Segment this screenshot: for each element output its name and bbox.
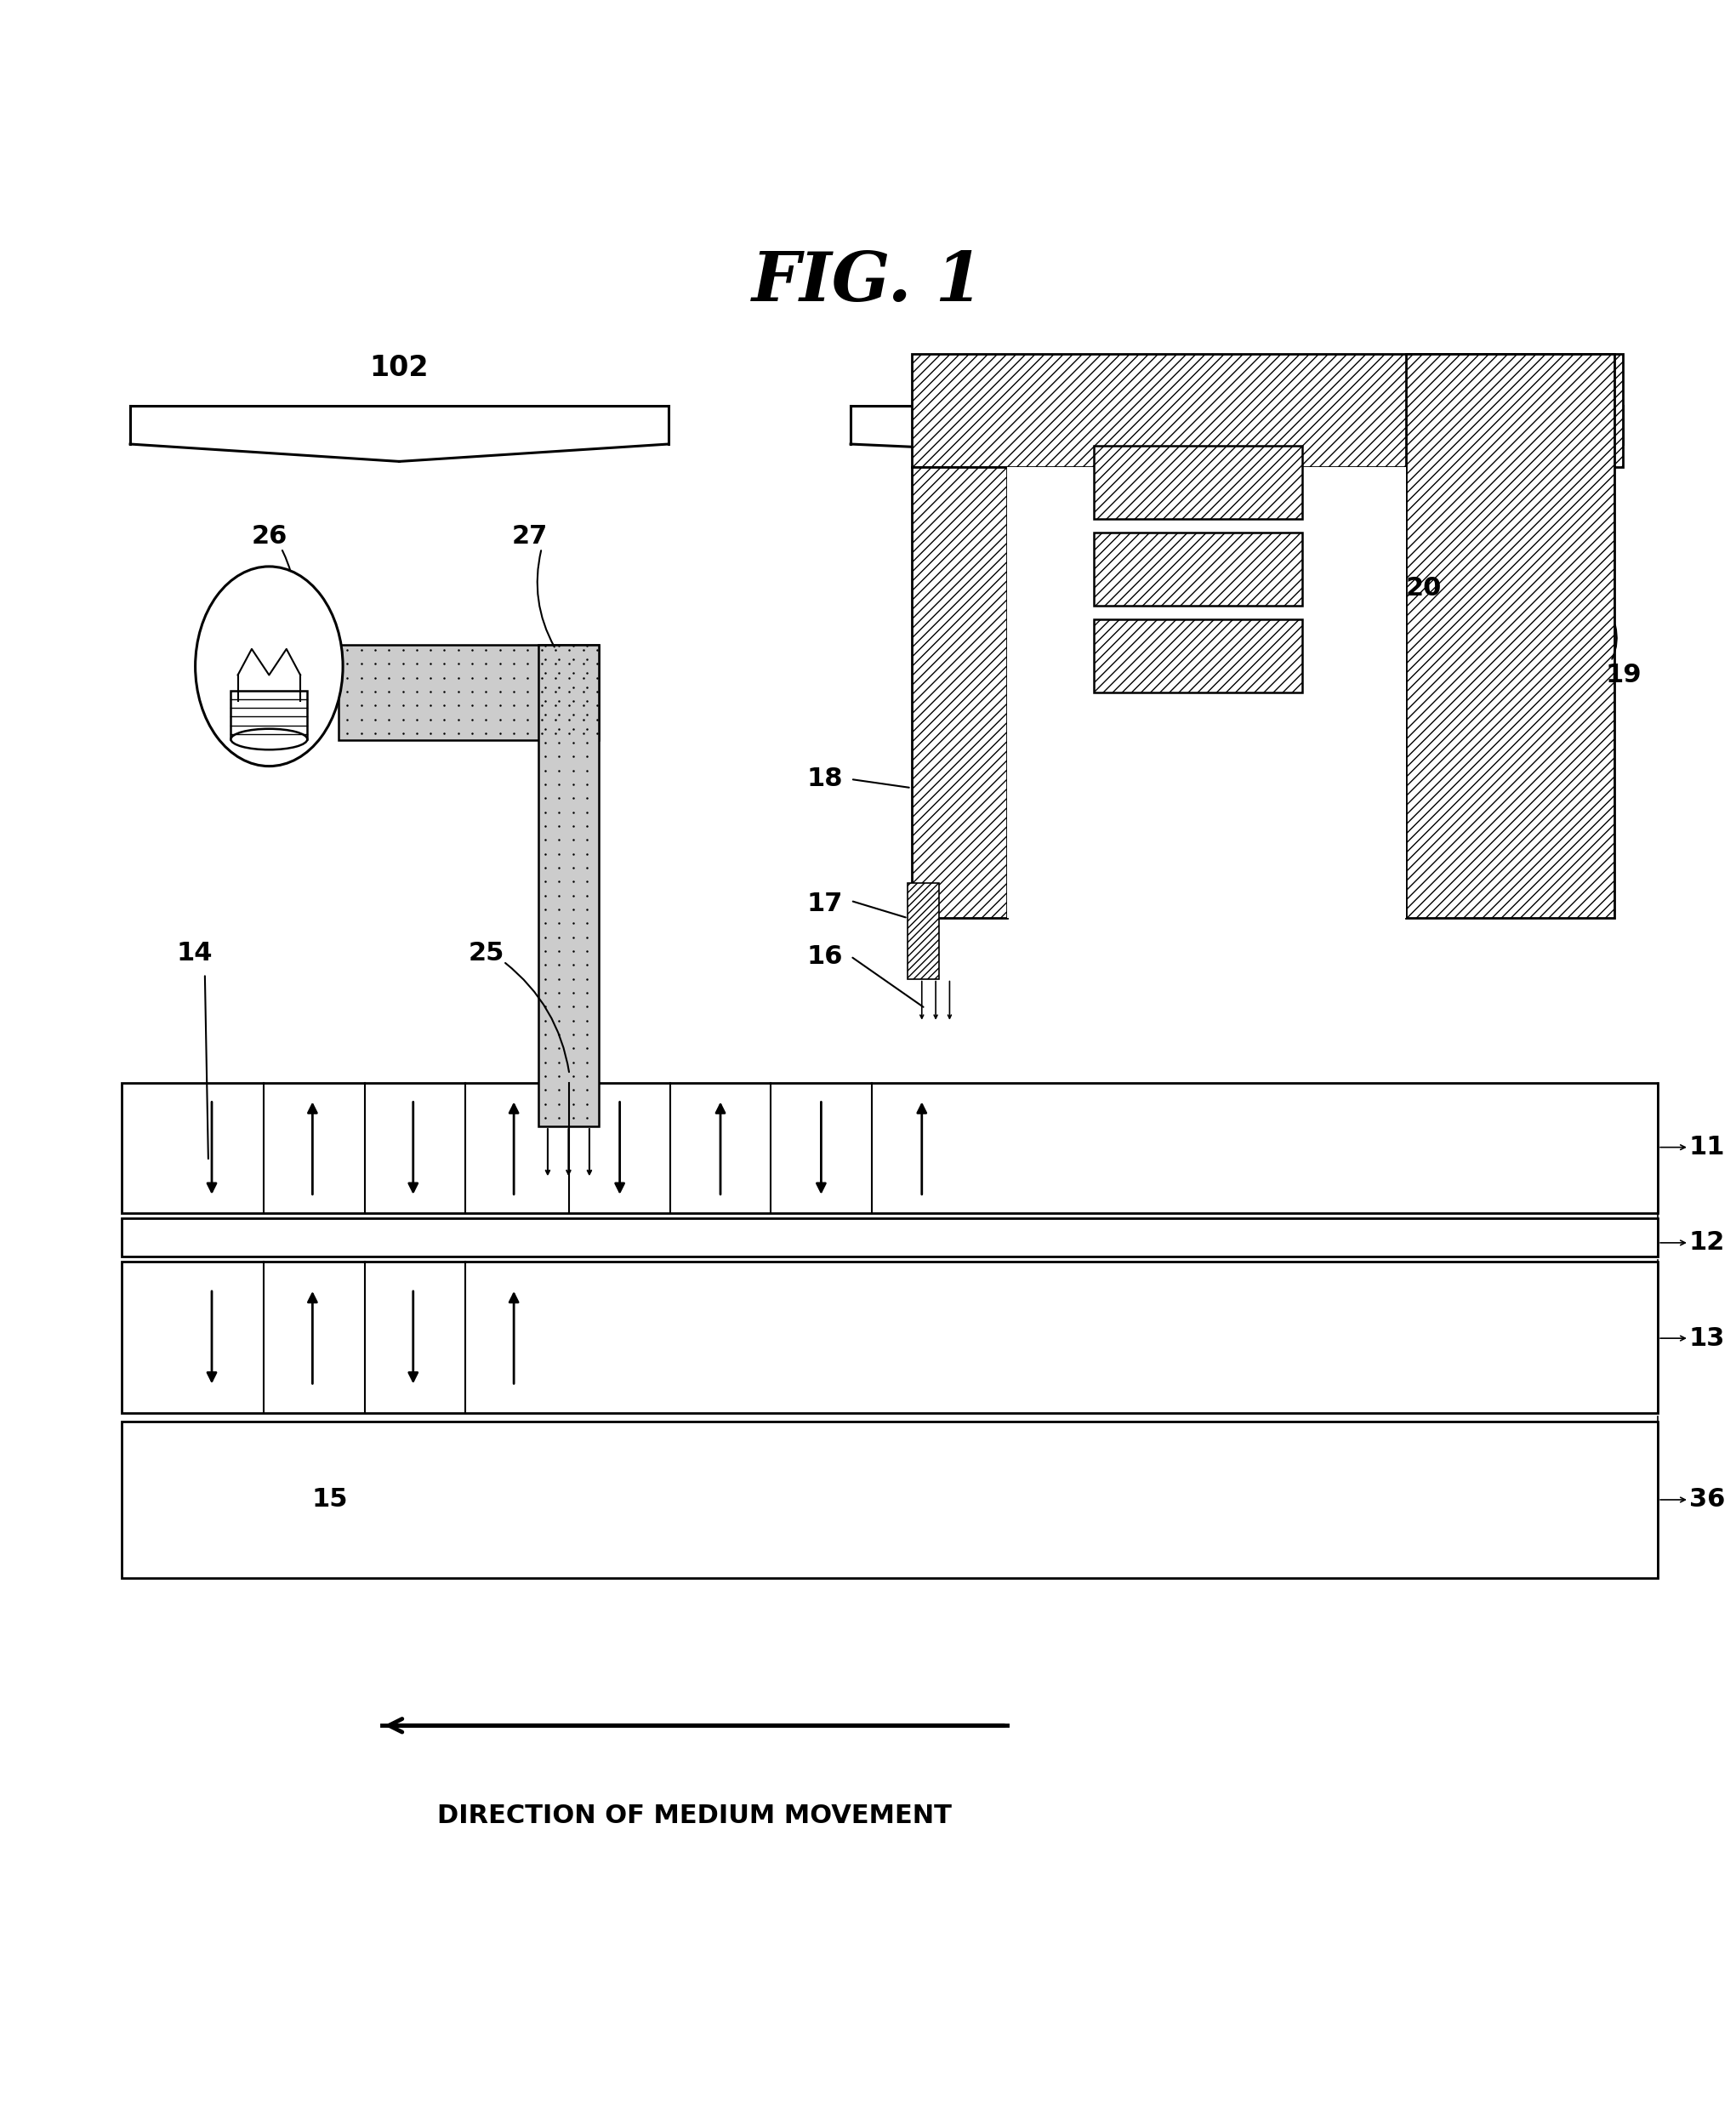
Text: 25: 25 xyxy=(469,941,503,966)
Bar xyxy=(1076,715,1302,789)
Bar xyxy=(1076,793,1302,867)
Bar xyxy=(1094,619,1302,693)
Bar xyxy=(911,353,1623,467)
Text: 36: 36 xyxy=(1689,1488,1726,1512)
Bar xyxy=(1406,353,1614,917)
Text: 14: 14 xyxy=(177,941,212,966)
Bar xyxy=(122,1262,1658,1412)
Bar xyxy=(1007,467,1406,917)
Text: 27: 27 xyxy=(512,524,547,548)
Bar xyxy=(911,467,1007,917)
Text: FIG. 1: FIG. 1 xyxy=(752,249,984,315)
Text: 15: 15 xyxy=(312,1488,347,1512)
Bar xyxy=(1076,636,1302,710)
Bar xyxy=(1094,533,1302,605)
Bar xyxy=(122,1082,1658,1213)
Text: 11: 11 xyxy=(1689,1135,1726,1161)
Bar xyxy=(231,691,307,740)
Text: 20: 20 xyxy=(1406,575,1441,600)
Text: 101: 101 xyxy=(1207,353,1267,383)
Text: DIRECTION OF MEDIUM MOVEMENT: DIRECTION OF MEDIUM MOVEMENT xyxy=(437,1803,951,1829)
Bar xyxy=(339,645,599,740)
Bar xyxy=(538,645,599,1127)
Text: 102: 102 xyxy=(370,353,429,383)
Text: 12: 12 xyxy=(1689,1230,1726,1256)
Bar xyxy=(122,1421,1658,1577)
Text: 13: 13 xyxy=(1689,1325,1726,1351)
Bar xyxy=(1094,446,1302,518)
Text: 18: 18 xyxy=(807,767,842,791)
Text: 17: 17 xyxy=(807,892,842,917)
Ellipse shape xyxy=(194,567,344,765)
Ellipse shape xyxy=(231,729,307,750)
Text: 19: 19 xyxy=(1606,662,1641,687)
Bar xyxy=(122,1218,1658,1256)
Text: 16: 16 xyxy=(807,945,842,968)
Bar xyxy=(908,884,939,979)
Text: 26: 26 xyxy=(252,524,286,548)
